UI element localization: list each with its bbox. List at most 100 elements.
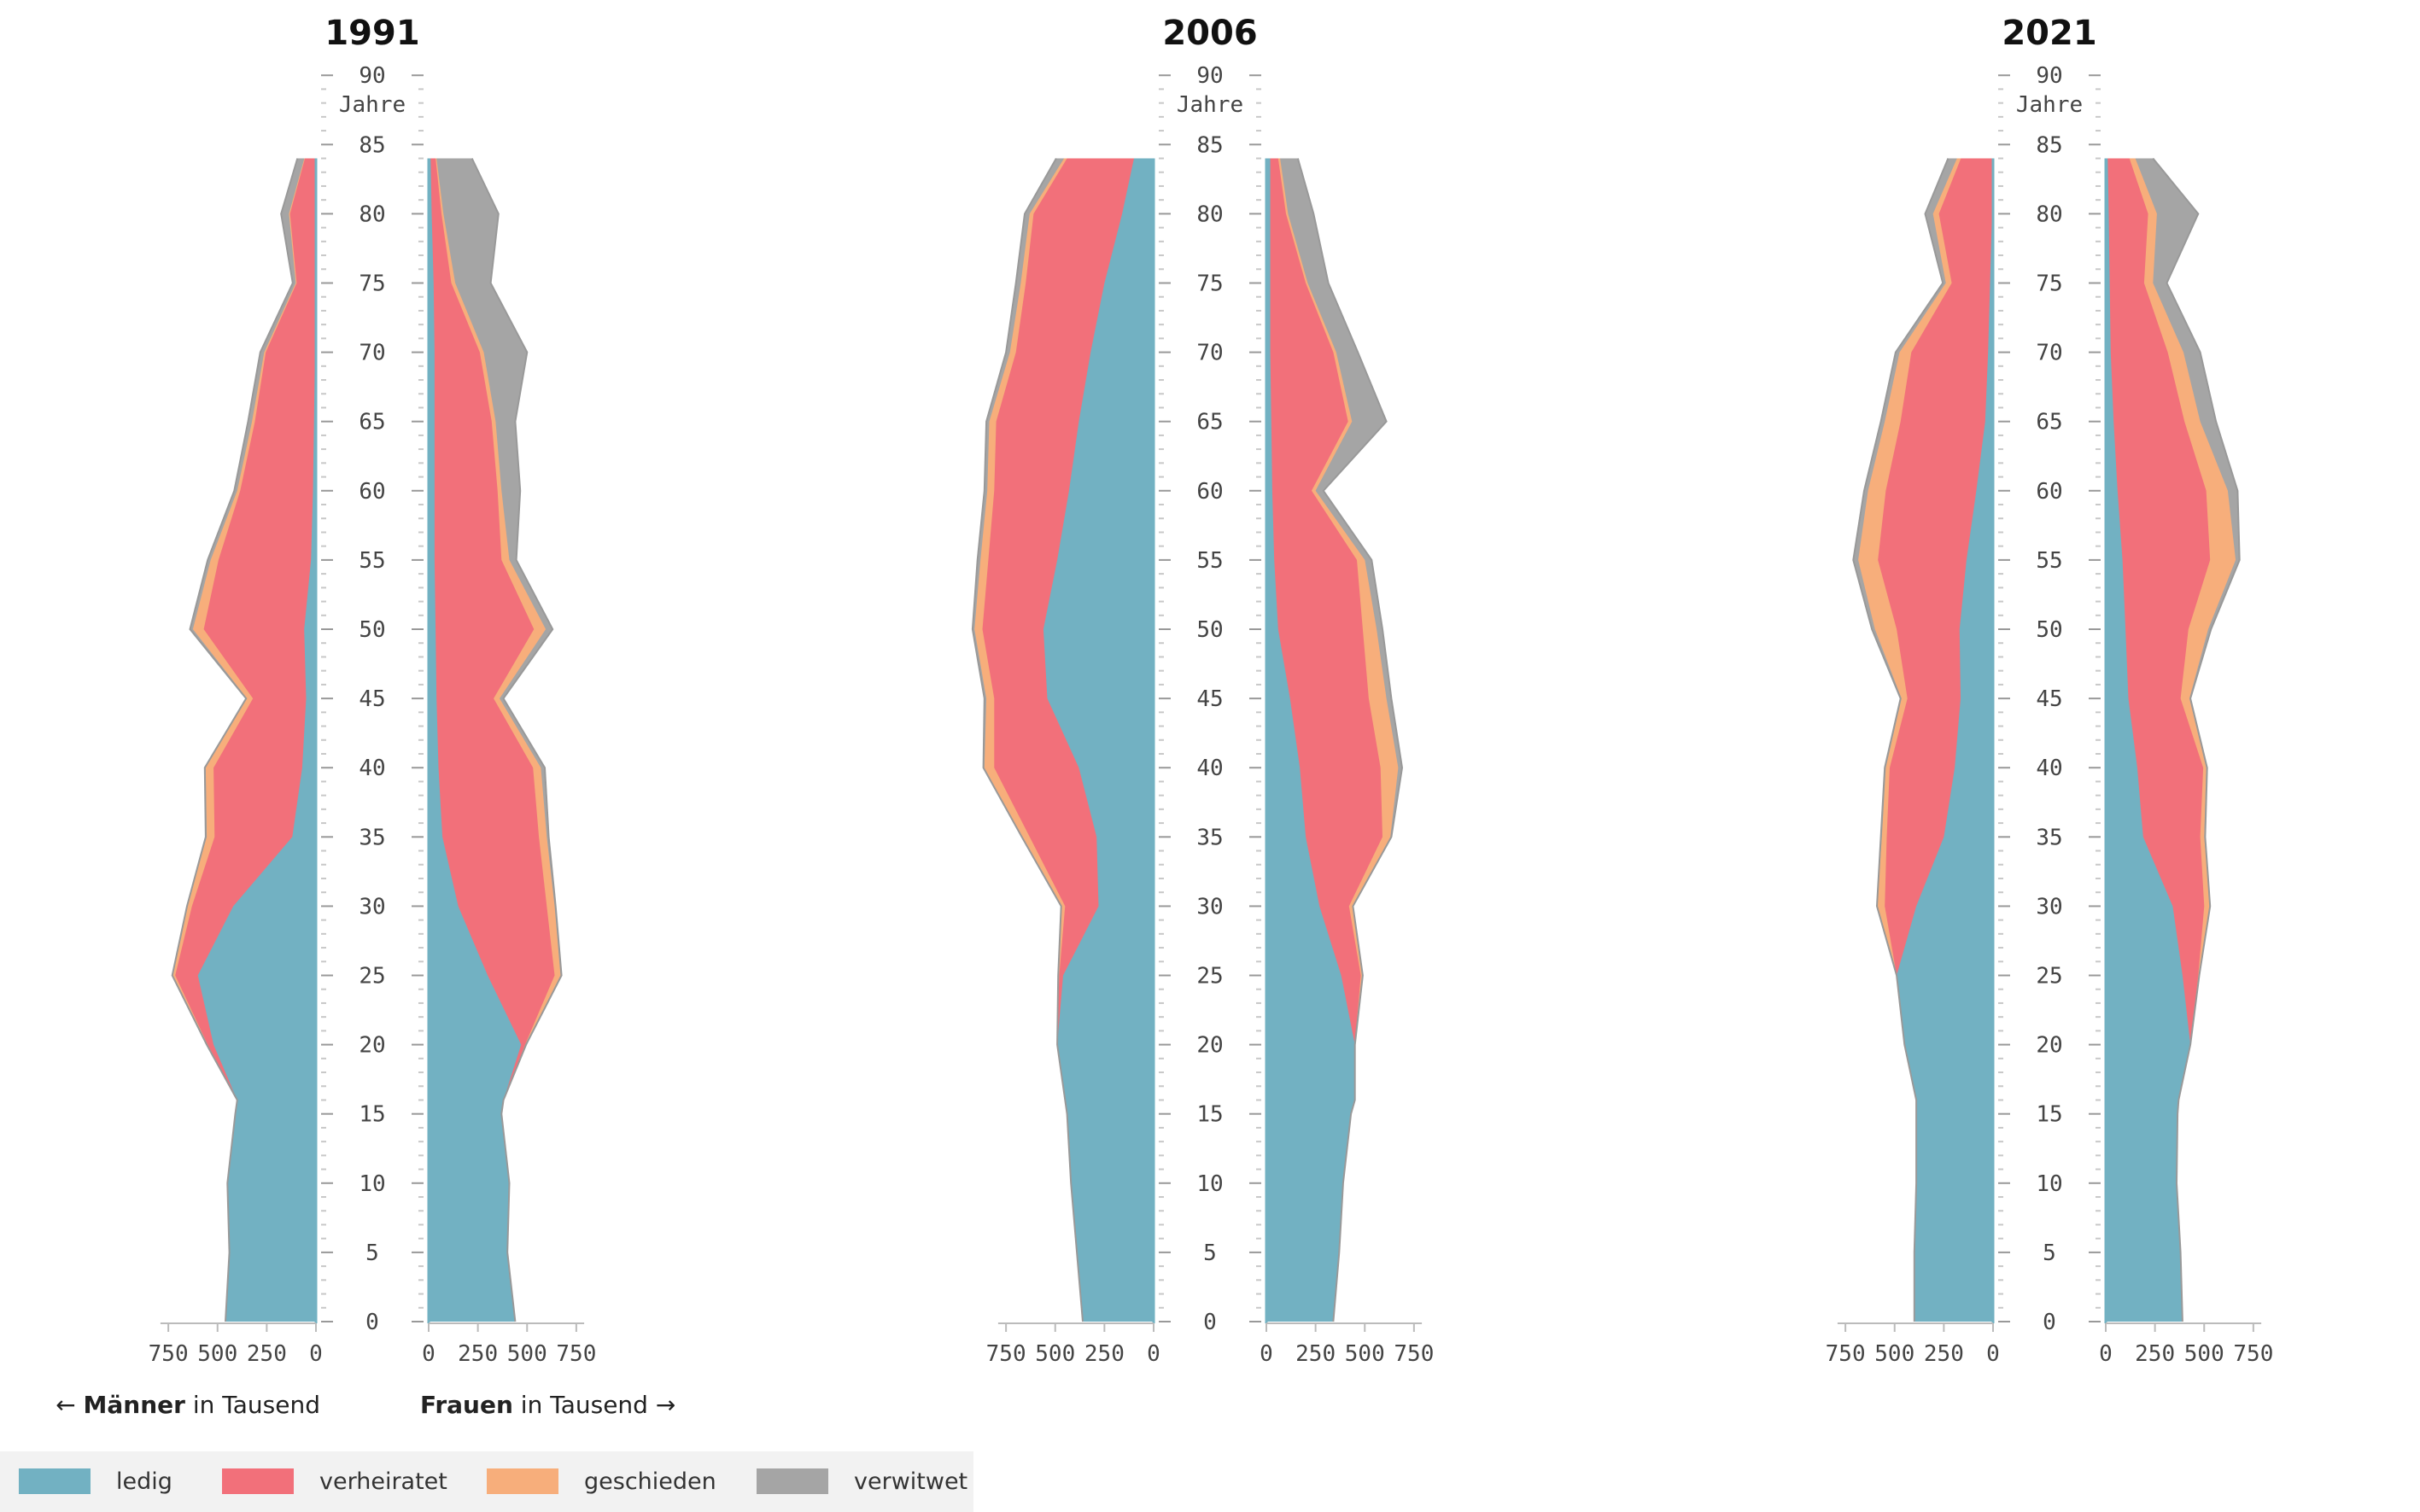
x-tick-label-2006-women-500: 500 — [1345, 1341, 1385, 1367]
age-label-1991-65: 65 — [359, 410, 385, 435]
age-label-1991-85: 85 — [359, 132, 385, 158]
population-pyramids-chart: 1991051015202530354045505560657075808590… — [56, 14, 2273, 1419]
x-tick-label-1991-women-250: 250 — [458, 1341, 498, 1367]
x-caption-women: Frauen in Tausend → — [420, 1391, 675, 1419]
age-label-2021-40: 40 — [2036, 756, 2062, 781]
age-label-2006-45: 45 — [1196, 686, 1223, 712]
panel-title-1991: 1991 — [324, 14, 419, 53]
area-2021-men-ledig — [1897, 158, 1993, 1322]
age-label-2006-35: 35 — [1196, 825, 1223, 850]
legend-item-ledig: ledig — [19, 1468, 172, 1495]
age-label-1991-35: 35 — [359, 825, 385, 850]
x-caption-women-rest: in Tausend — [513, 1391, 656, 1419]
x-tick-label-1991-women-750: 750 — [556, 1341, 596, 1367]
age-label-2021-25: 25 — [2036, 964, 2062, 990]
x-tick-label-2021-men-250: 250 — [1924, 1341, 1964, 1367]
area-1991-men-ledig — [197, 158, 316, 1322]
age-label-2021-50: 50 — [2036, 617, 2062, 643]
x-tick-label-2006-women-750: 750 — [1394, 1341, 1434, 1367]
x-caption-men-rest: in Tausend — [185, 1391, 320, 1419]
x-tick-label-1991-men-0: 0 — [309, 1341, 323, 1367]
x-tick-label-2021-women-500: 500 — [2184, 1341, 2224, 1367]
x-tick-label-2021-women-250: 250 — [2135, 1341, 2175, 1367]
age-label-2021-70: 70 — [2036, 341, 2062, 366]
outline-1991-men — [171, 158, 299, 1322]
age-label-1991-60: 60 — [359, 479, 385, 505]
x-tick-label-1991-women-0: 0 — [422, 1341, 435, 1367]
legend-label-geschieden: geschieden — [584, 1468, 716, 1495]
outline-2006-men — [971, 158, 1084, 1322]
area-2006-women-ledig — [1266, 158, 1355, 1322]
x-tick-label-1991-men-750: 750 — [149, 1341, 189, 1367]
age-label-2006-85: 85 — [1196, 132, 1223, 158]
x-tick-label-2021-men-750: 750 — [1826, 1341, 1866, 1367]
age-label-1991-50: 50 — [359, 617, 385, 643]
outline-2021-women — [2152, 157, 2241, 1322]
age-label-1991-5: 5 — [365, 1241, 379, 1266]
age-label-2021-90: 90 — [2036, 63, 2062, 89]
age-label-2006-55: 55 — [1196, 548, 1223, 574]
legend-label-verwitwet: verwitwet — [854, 1468, 968, 1495]
age-label-1991-90: 90 — [359, 63, 385, 89]
area-2006-men-ledig — [1043, 158, 1154, 1322]
x-tick-label-2021-women-750: 750 — [2233, 1341, 2273, 1367]
age-unit-label-2021: Jahre — [2016, 92, 2083, 118]
x-caption-men-strong: Männer — [84, 1391, 186, 1419]
age-label-1991-75: 75 — [359, 271, 385, 297]
age-label-2006-60: 60 — [1196, 479, 1223, 505]
age-label-2006-25: 25 — [1196, 964, 1223, 990]
age-label-2021-10: 10 — [2036, 1171, 2062, 1197]
age-label-1991-0: 0 — [365, 1310, 379, 1335]
x-caption-women-strong: Frauen — [420, 1391, 513, 1419]
age-label-2006-5: 5 — [1203, 1241, 1217, 1266]
age-label-1991-70: 70 — [359, 341, 385, 366]
age-label-2021-75: 75 — [2036, 271, 2062, 297]
legend-item-geschieden: geschieden — [487, 1468, 716, 1495]
age-label-2021-85: 85 — [2036, 132, 2062, 158]
legend-item-verwitwet: verwitwet — [757, 1468, 968, 1495]
legend-swatch-verwitwet — [757, 1468, 828, 1494]
panel-1991: 1991 0 5 10 15 20 25 30 35 40 45 50 55 60 65 70 75 80 85 90… — [56, 14, 675, 1419]
x-tick-label-1991-women-500: 500 — [507, 1341, 547, 1367]
age-label-2006-30: 30 — [1196, 894, 1223, 919]
legend-swatch-verheiratet — [222, 1468, 294, 1494]
legend-swatch-ledig — [19, 1468, 91, 1494]
age-label-2021-5: 5 — [2043, 1241, 2056, 1266]
age-label-2006-80: 80 — [1196, 201, 1223, 227]
age-label-2021-80: 80 — [2036, 201, 2062, 227]
age-label-1991-20: 20 — [359, 1033, 385, 1059]
x-caption-men-arrow: ← — [56, 1391, 83, 1419]
x-caption-women-arrow: → — [656, 1391, 675, 1419]
age-label-2006-20: 20 — [1196, 1033, 1223, 1059]
outline-2021-men — [1852, 158, 1949, 1322]
age-label-2021-0: 0 — [2043, 1310, 2056, 1335]
outline-2006-women — [1296, 158, 1404, 1322]
age-label-1991-10: 10 — [359, 1171, 385, 1197]
panel-title-2021: 2021 — [2002, 14, 2096, 53]
age-label-1991-25: 25 — [359, 964, 385, 990]
age-unit-label-1991: Jahre — [339, 92, 406, 118]
age-label-2021-65: 65 — [2036, 410, 2062, 435]
age-label-2021-60: 60 — [2036, 479, 2062, 505]
x-caption-men: ← Männer in Tausend — [56, 1391, 320, 1419]
x-tick-label-2006-women-250: 250 — [1295, 1341, 1336, 1367]
legend-item-verheiratet: verheiratet — [222, 1468, 447, 1495]
legend: ledig verheiratet geschieden verwitwet — [0, 1451, 973, 1512]
age-label-2021-45: 45 — [2036, 686, 2062, 712]
x-tick-label-2006-women-0: 0 — [1260, 1341, 1273, 1367]
outline-1991-women — [471, 158, 563, 1322]
age-label-2021-20: 20 — [2036, 1033, 2062, 1059]
x-tick-label-2006-men-500: 500 — [1035, 1341, 1075, 1367]
age-label-2021-35: 35 — [2036, 825, 2062, 850]
age-label-1991-40: 40 — [359, 756, 385, 781]
x-tick-label-2006-men-0: 0 — [1147, 1341, 1160, 1367]
x-tick-label-1991-men-500: 500 — [197, 1341, 237, 1367]
age-label-2021-30: 30 — [2036, 894, 2062, 919]
x-tick-label-2021-women-0: 0 — [2099, 1341, 2113, 1367]
legend-label-ledig: ledig — [116, 1468, 172, 1495]
age-label-1991-45: 45 — [359, 686, 385, 712]
panel-title-2006: 2006 — [1162, 14, 1257, 53]
age-label-2006-10: 10 — [1196, 1171, 1223, 1197]
age-label-2021-15: 15 — [2036, 1102, 2062, 1128]
age-label-1991-55: 55 — [359, 548, 385, 574]
